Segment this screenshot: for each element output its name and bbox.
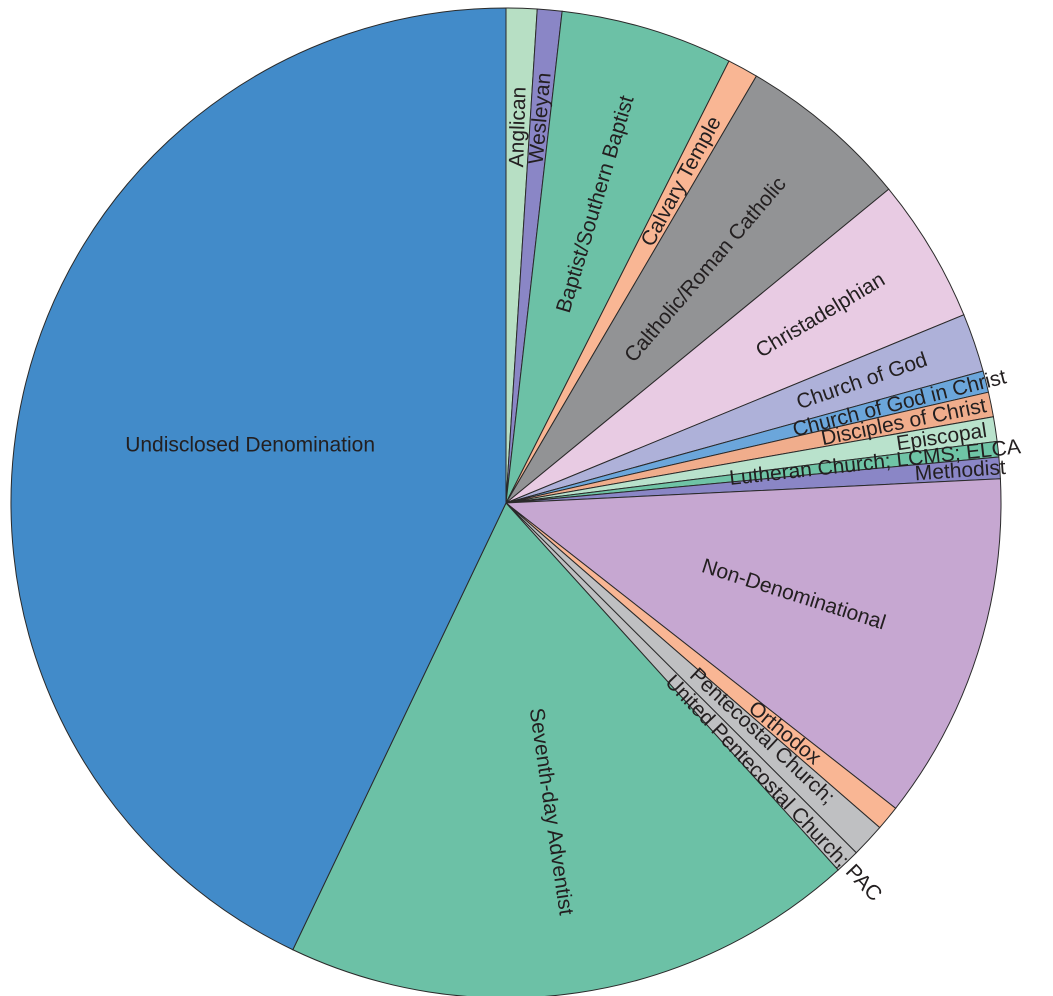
pie-slice	[505, 10, 730, 504]
pie-slice	[10, 7, 507, 951]
slice-label: Anglican	[505, 86, 531, 167]
slice-label: Undisclosed Denomination	[125, 434, 375, 457]
pie-slices	[10, 7, 1002, 996]
pie-slice	[292, 502, 839, 996]
pie-slice	[504, 478, 1002, 810]
pie-slice	[505, 75, 890, 504]
